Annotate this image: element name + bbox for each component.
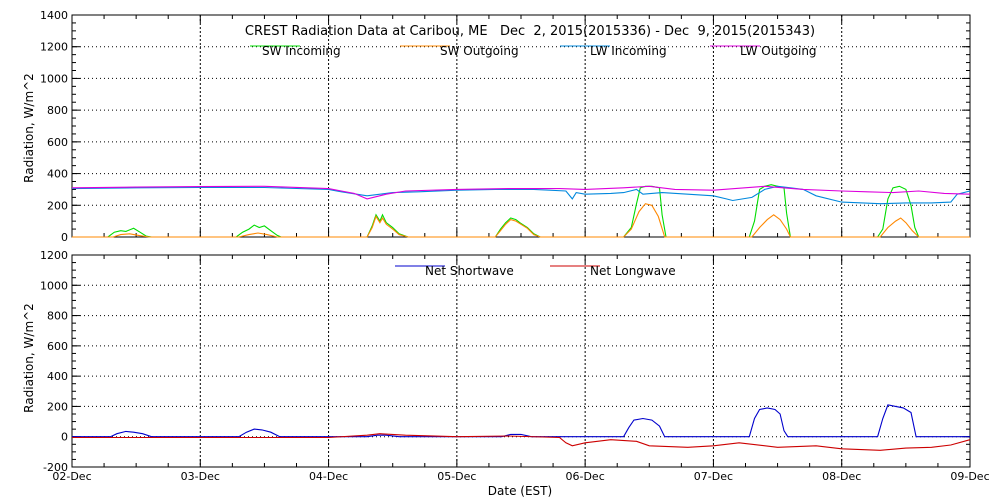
legend-lw-incoming: LW Incoming: [590, 44, 667, 58]
legend-lw-outgoing: LW Outgoing: [740, 44, 817, 58]
lw-incoming-line: [71, 185, 971, 205]
top-ytick-label: 200: [47, 199, 68, 212]
bottom-panel: -200 0 200 400 600 800 1000 1200 02-Dec 03-Dec 04-…: [40, 249, 990, 483]
bottom-ytick-label: 800: [47, 310, 68, 323]
bottom-plot-frame: [71, 254, 971, 468]
top-ytick-label: 800: [47, 104, 68, 117]
x-tick-label: 07-Dec: [694, 470, 733, 483]
top-ytick-label: 600: [47, 136, 68, 149]
bottom-ytick-label: 0: [61, 431, 68, 444]
lw-outgoing-line: [71, 185, 971, 200]
top-ytick-label: 0: [61, 231, 68, 244]
x-tick-label: 09-Dec: [950, 470, 989, 483]
top-ytick-label: 1200: [40, 41, 68, 54]
x-axis-label: Date (EST): [488, 484, 552, 498]
x-tick-label: 08-Dec: [822, 470, 861, 483]
x-tick-label: 06-Dec: [566, 470, 605, 483]
legend-net-longwave: Net Longwave: [590, 264, 676, 278]
legend-net-shortwave: Net Shortwave: [425, 264, 514, 278]
net-shortwave-line: [72, 404, 970, 438]
legend-sw-outgoing: SW Outgoing: [440, 44, 519, 58]
top-plot-frame: [71, 14, 971, 238]
legend-sw-incoming: SW Incoming: [262, 44, 341, 58]
bottom-ytick-label: -200: [43, 461, 68, 474]
top-ytick-label: 1400: [40, 9, 68, 22]
bottom-ytick-label: 400: [47, 370, 68, 383]
top-y-axis-label: Radiation, W/m^2: [22, 73, 36, 183]
bottom-ytick-label: 600: [47, 340, 68, 353]
bottom-ytick-label: 200: [47, 400, 68, 413]
chart-title: CREST Radiation Data at Caribou, ME Dec …: [245, 24, 815, 39]
x-tick-label: 04-Dec: [309, 470, 348, 483]
x-tick-label: 03-Dec: [181, 470, 220, 483]
sw-outgoing-line: [72, 203, 970, 238]
top-ytick-label: 400: [47, 168, 68, 181]
top-ytick-label: 1000: [40, 72, 68, 85]
net-longwave-line: [72, 433, 971, 451]
top-panel: 0 200 400 600 800 1000 1200 1400: [40, 9, 971, 244]
bottom-ytick-label: 1000: [40, 279, 68, 292]
bottom-y-axis-label: Radiation, W/m^2: [22, 303, 36, 413]
bottom-ytick-label: 1200: [40, 249, 68, 262]
x-tick-label: 02-Dec: [52, 470, 91, 483]
x-tick-label: 05-Dec: [437, 470, 476, 483]
sw-incoming-line: [72, 184, 970, 238]
